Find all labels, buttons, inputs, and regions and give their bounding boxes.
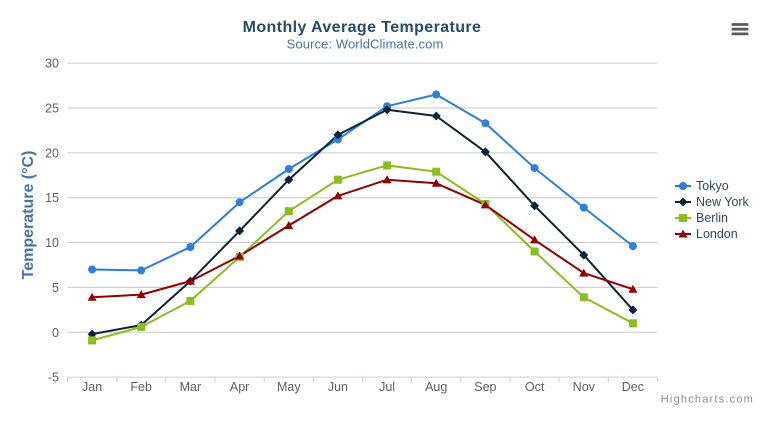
svg-text:20: 20 [45, 146, 59, 160]
svg-text:Berlin: Berlin [696, 211, 728, 225]
svg-text:15: 15 [45, 191, 59, 205]
svg-text:Temperature (°C): Temperature (°C) [20, 151, 37, 280]
svg-text:Sep: Sep [474, 380, 496, 394]
svg-text:-5: -5 [48, 371, 59, 385]
svg-text:Highcharts.com: Highcharts.com [661, 393, 754, 405]
svg-text:Oct: Oct [525, 380, 545, 394]
svg-text:Feb: Feb [130, 380, 152, 394]
svg-text:Dec: Dec [622, 380, 644, 394]
svg-text:Apr: Apr [230, 380, 249, 394]
svg-text:New York: New York [696, 195, 750, 209]
svg-text:Aug: Aug [425, 380, 447, 394]
svg-text:May: May [277, 380, 301, 394]
svg-text:30: 30 [45, 57, 59, 71]
svg-text:25: 25 [45, 102, 59, 116]
svg-text:Jan: Jan [82, 380, 102, 394]
svg-text:5: 5 [52, 281, 59, 295]
svg-text:Nov: Nov [573, 380, 596, 394]
svg-text:Source: WorldClimate.com: Source: WorldClimate.com [287, 36, 444, 51]
svg-text:Jul: Jul [379, 380, 395, 394]
svg-text:Jun: Jun [328, 380, 348, 394]
svg-text:Monthly Average Temperature: Monthly Average Temperature [243, 19, 482, 36]
svg-text:0: 0 [52, 326, 59, 340]
svg-text:Tokyo: Tokyo [696, 179, 729, 193]
svg-text:Mar: Mar [180, 380, 202, 394]
svg-text:10: 10 [45, 236, 59, 250]
svg-text:London: London [696, 227, 738, 241]
